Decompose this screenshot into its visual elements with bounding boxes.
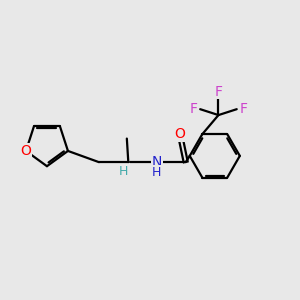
Text: O: O: [20, 144, 32, 158]
Text: H: H: [119, 165, 129, 178]
Text: N: N: [152, 154, 162, 169]
Text: H: H: [152, 166, 162, 179]
Text: F: F: [190, 102, 198, 116]
Text: F: F: [239, 102, 247, 116]
Text: O: O: [174, 128, 185, 141]
Text: F: F: [214, 85, 223, 98]
